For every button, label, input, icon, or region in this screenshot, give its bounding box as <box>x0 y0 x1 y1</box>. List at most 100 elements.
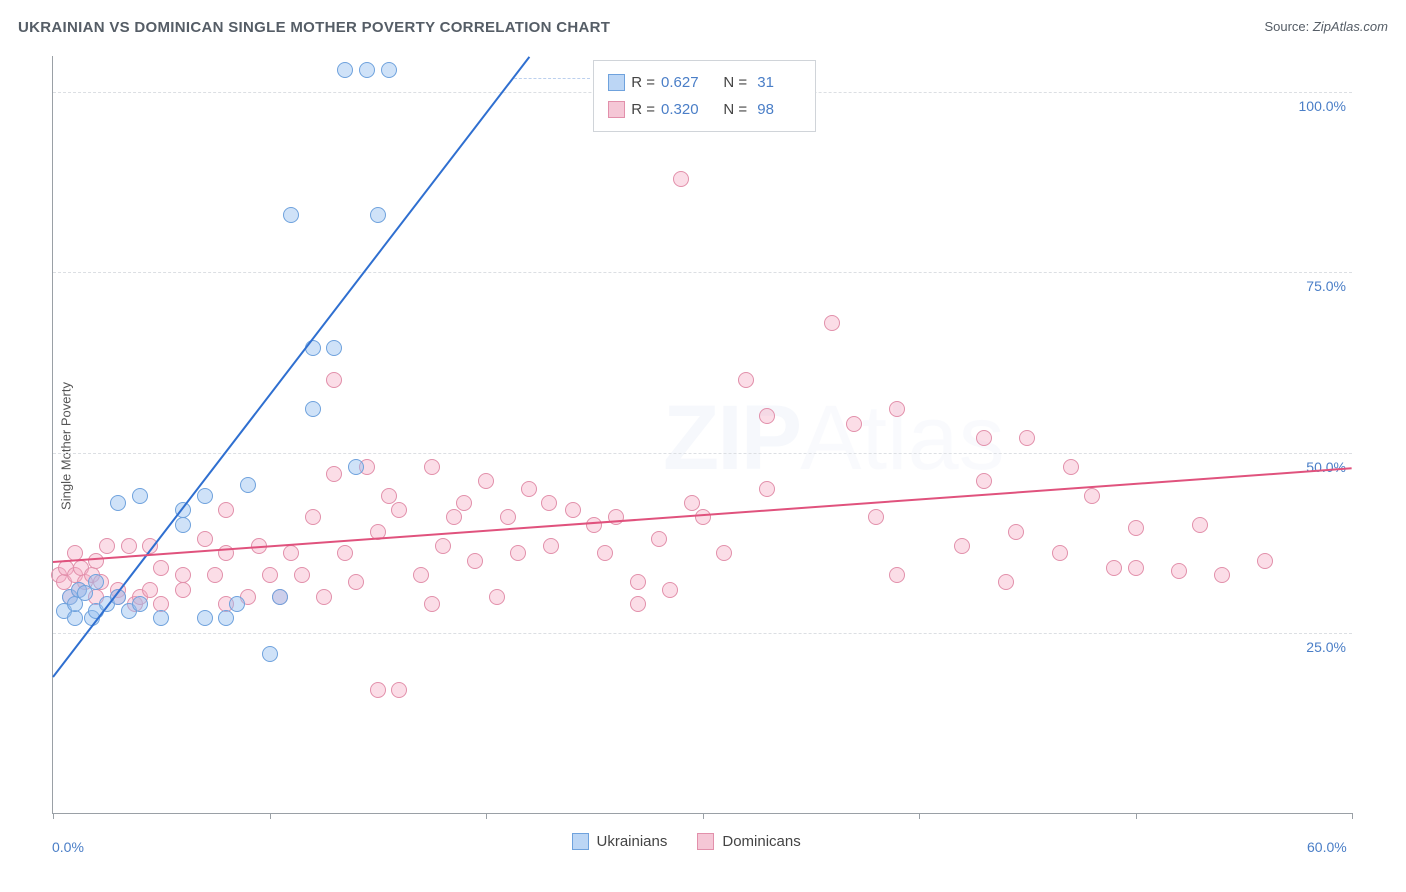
data-point <box>651 531 667 547</box>
data-point <box>467 553 483 569</box>
data-point <box>326 466 342 482</box>
data-point <box>99 538 115 554</box>
data-point <box>608 509 624 525</box>
data-point <box>1192 517 1208 533</box>
y-tick-label: 75.0% <box>1306 278 1346 294</box>
data-point <box>759 481 775 497</box>
data-point <box>132 488 148 504</box>
gridline <box>53 633 1352 634</box>
x-tick <box>53 813 54 819</box>
swatch-icon <box>697 833 714 850</box>
data-point <box>229 596 245 612</box>
data-point <box>67 610 83 626</box>
source-label: Source: ZipAtlas.com <box>1264 18 1388 36</box>
x-max-label: 60.0% <box>1307 839 1347 855</box>
data-point <box>738 372 754 388</box>
data-point <box>824 315 840 331</box>
data-point <box>662 582 678 598</box>
data-point <box>846 416 862 432</box>
data-point <box>262 567 278 583</box>
x-min-label: 0.0% <box>52 839 84 855</box>
data-point <box>1106 560 1122 576</box>
data-point <box>424 459 440 475</box>
swatch-icon <box>608 74 625 91</box>
data-point <box>597 545 613 561</box>
data-point <box>121 538 137 554</box>
data-point <box>1008 524 1024 540</box>
data-point <box>413 567 429 583</box>
gridline <box>53 453 1352 454</box>
data-point <box>489 589 505 605</box>
data-point <box>272 589 288 605</box>
data-point <box>381 62 397 78</box>
data-point <box>630 574 646 590</box>
data-point <box>759 408 775 424</box>
data-point <box>1128 560 1144 576</box>
data-point <box>175 582 191 598</box>
data-point <box>1052 545 1068 561</box>
data-point <box>110 495 126 511</box>
data-point <box>326 340 342 356</box>
data-point <box>1257 553 1273 569</box>
swatch-icon <box>572 833 589 850</box>
data-point <box>1019 430 1035 446</box>
data-point <box>142 582 158 598</box>
data-point <box>262 646 278 662</box>
data-point <box>197 531 213 547</box>
data-point <box>175 517 191 533</box>
data-point <box>716 545 732 561</box>
data-point <box>673 171 689 187</box>
data-point <box>153 560 169 576</box>
x-tick <box>919 813 920 819</box>
data-point <box>132 596 148 612</box>
data-point <box>283 207 299 223</box>
data-point <box>889 567 905 583</box>
data-point <box>391 682 407 698</box>
data-point <box>543 538 559 554</box>
data-point <box>348 459 364 475</box>
gridline <box>53 272 1352 273</box>
data-point <box>1171 563 1187 579</box>
data-point <box>283 545 299 561</box>
data-point <box>218 610 234 626</box>
data-point <box>359 62 375 78</box>
data-point <box>197 610 213 626</box>
data-point <box>153 610 169 626</box>
x-tick <box>1352 813 1353 819</box>
data-point <box>370 682 386 698</box>
data-point <box>521 481 537 497</box>
data-point <box>541 495 557 511</box>
x-tick <box>1136 813 1137 819</box>
data-point <box>510 545 526 561</box>
y-tick-label: 25.0% <box>1306 639 1346 655</box>
data-point <box>630 596 646 612</box>
data-point <box>326 372 342 388</box>
scatter-plot: ZIPAtlas 25.0%50.0%75.0%100.0% <box>52 56 1352 814</box>
page-title: UKRAINIAN VS DOMINICAN SINGLE MOTHER POV… <box>18 19 610 36</box>
data-point <box>500 509 516 525</box>
data-point <box>976 473 992 489</box>
data-point <box>370 207 386 223</box>
data-point <box>954 538 970 554</box>
legend-leader-line <box>514 78 590 79</box>
correlation-legend: R = 0.627 N = 31R = 0.320 N = 98 <box>593 60 816 132</box>
data-point <box>435 538 451 554</box>
data-point <box>1084 488 1100 504</box>
data-point <box>88 553 104 569</box>
data-point <box>294 567 310 583</box>
data-point <box>586 517 602 533</box>
x-tick <box>270 813 271 819</box>
data-point <box>207 567 223 583</box>
data-point <box>348 574 364 590</box>
data-point <box>240 477 256 493</box>
data-point <box>337 545 353 561</box>
data-point <box>391 502 407 518</box>
data-point <box>88 574 104 590</box>
data-point <box>889 401 905 417</box>
data-point <box>305 401 321 417</box>
data-point <box>565 502 581 518</box>
data-point <box>456 495 472 511</box>
data-point <box>337 62 353 78</box>
data-point <box>446 509 462 525</box>
x-tick <box>486 813 487 819</box>
